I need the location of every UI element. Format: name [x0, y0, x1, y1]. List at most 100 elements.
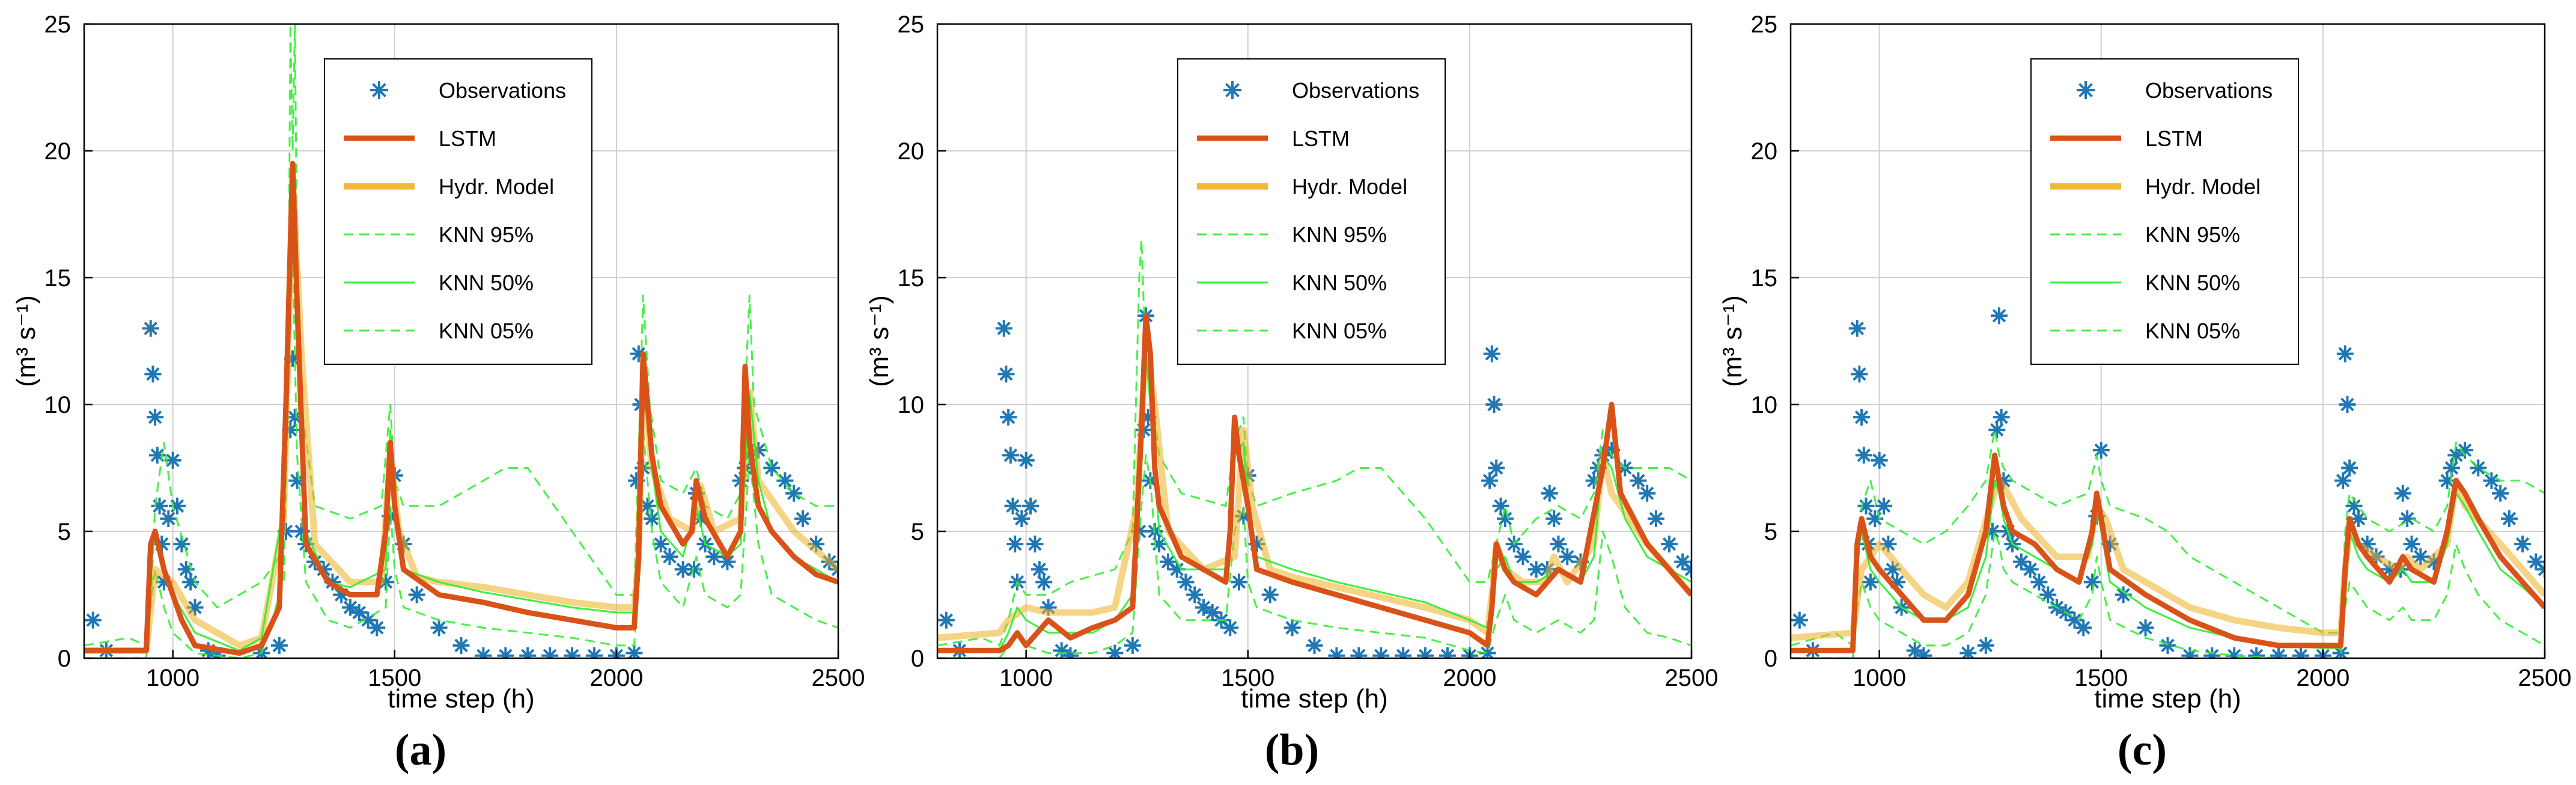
observation-point — [1006, 536, 1024, 553]
observation-point — [169, 497, 186, 515]
legend-label: LSTM — [1292, 126, 1350, 151]
observation-point — [2412, 548, 2429, 566]
x-axis-label: time step (h) — [388, 684, 535, 713]
observation-point — [705, 548, 723, 566]
series-line-knn-50 — [937, 353, 1691, 652]
legend-label: KNN 95% — [2145, 222, 2240, 247]
legend-label: KNN 05% — [1292, 319, 1387, 343]
y-tick-label: 10 — [1751, 392, 1778, 418]
chart-panel-c: 1000 1500 2000 2500 0 5 10 15 20 25 time step (h) (… — [1718, 11, 2571, 775]
panel-label: (a) — [395, 725, 446, 775]
observation-point — [1630, 472, 1647, 489]
x-tick-label: 1500 — [1221, 665, 1274, 691]
legend-item-knn-50: KNN 50% — [344, 270, 534, 295]
y-tick-label: 15 — [898, 265, 925, 292]
series-observations — [84, 320, 838, 658]
y-axis-label: (m³ s⁻¹) — [865, 295, 894, 387]
observation-point — [430, 619, 448, 637]
legend-item-knn-05: KNN 05% — [1197, 319, 1387, 343]
observation-point — [1022, 497, 1040, 515]
x-tick-label: 1500 — [368, 665, 421, 691]
observation-point — [151, 497, 168, 515]
series-line-lstm — [937, 313, 1691, 653]
legend-item-hydr-model: Hydr. Model — [1197, 174, 1407, 199]
plot-area — [937, 239, 1691, 658]
observation-point — [1186, 586, 1204, 603]
observation-point — [1661, 536, 1678, 553]
observation-point — [270, 637, 288, 654]
observation-point — [147, 409, 164, 426]
observation-point — [1545, 510, 1563, 527]
observation-point — [1350, 647, 1368, 658]
observation-point — [2403, 536, 2420, 553]
observation-point — [1124, 637, 1141, 654]
observation-point — [1647, 510, 1664, 527]
series-line-hydr-model — [937, 338, 1691, 641]
series-line-knn-05 — [84, 251, 838, 658]
observation-point — [2159, 637, 2176, 654]
observation-point — [1959, 644, 1977, 658]
observation-point — [1031, 561, 1048, 578]
observation-point — [2336, 345, 2354, 362]
observation-point — [1013, 510, 1031, 527]
series-line-knn-05 — [1791, 530, 2545, 658]
observation-point — [1977, 637, 1994, 654]
observation-point — [2270, 647, 2288, 658]
observation-point — [937, 611, 955, 629]
observation-point — [776, 472, 794, 489]
y-tick-label: 20 — [44, 138, 72, 165]
observation-point — [2137, 619, 2154, 637]
y-tick-label: 25 — [898, 11, 925, 38]
y-tick-label: 15 — [44, 265, 72, 292]
axes-frame — [83, 23, 839, 659]
observation-point — [1848, 320, 1866, 337]
legend: Observations LSTM Hydr. Model KNN 95% KNN 50… — [2030, 58, 2299, 365]
x-tick-label: 2500 — [2518, 665, 2572, 691]
observation-point — [2492, 484, 2509, 502]
x-tick-label: 2000 — [1443, 665, 1496, 691]
observation-point — [1002, 447, 1019, 464]
series-line-knn-05 — [937, 454, 1691, 658]
observation-point — [1855, 447, 1872, 464]
chart-panel-a: 1000 1500 2000 2500 0 5 10 15 20 25 time step (h) (… — [11, 11, 865, 775]
observation-point — [1485, 396, 1503, 413]
legend-label: Hydr. Model — [1292, 174, 1407, 199]
y-axis-label: (m³ s⁻¹) — [1718, 295, 1747, 387]
series-line-knn-95 — [1791, 429, 2545, 647]
legend: Observations LSTM Hydr. Model KNN 95% KNN 50… — [324, 58, 592, 365]
series-line-hydr-model — [1791, 477, 2545, 641]
y-tick-label: 0 — [58, 646, 71, 672]
observation-point — [1871, 451, 1888, 469]
legend-item-knn-95: KNN 95% — [1197, 222, 1387, 247]
observation-point — [2514, 536, 2532, 553]
observation-point — [2203, 647, 2221, 658]
observation-point — [1990, 307, 2008, 325]
legend-marker — [1223, 81, 1241, 99]
observation-point — [2341, 459, 2358, 477]
observation-point — [1062, 647, 1079, 658]
observation-point — [1488, 459, 1505, 477]
legend-item-hydr-model: Hydr. Model — [2050, 174, 2261, 199]
legend-label: LSTM — [439, 126, 496, 151]
observation-point — [1231, 573, 1247, 591]
x-tick-label: 1000 — [999, 665, 1053, 691]
observation-point — [1483, 345, 1500, 362]
observation-point — [794, 510, 811, 527]
observation-point — [497, 647, 514, 658]
observation-point — [1559, 548, 1576, 566]
observation-point — [1222, 619, 1239, 637]
observation-point — [1283, 619, 1301, 637]
observation-point — [1306, 637, 1323, 654]
observation-point — [1328, 647, 1345, 658]
observation-point — [1261, 586, 1279, 603]
x-tick-label: 2500 — [812, 665, 865, 691]
observation-point — [2334, 472, 2352, 489]
observation-point — [1492, 497, 1509, 515]
panel-label: (c) — [2118, 725, 2167, 775]
observation-point — [2292, 647, 2309, 658]
observation-point — [1168, 561, 1186, 578]
observation-point — [1862, 573, 1879, 591]
legend-item-lstm: LSTM — [344, 126, 496, 151]
observation-point — [519, 647, 537, 658]
legend-label: Observations — [1292, 78, 1419, 103]
